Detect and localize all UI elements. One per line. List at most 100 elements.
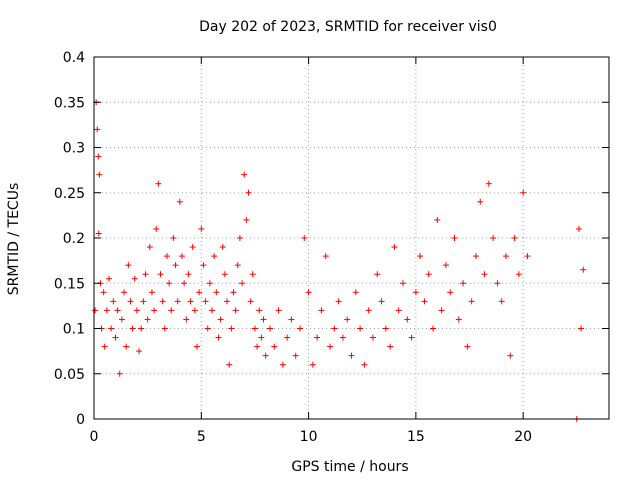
data-point: [490, 235, 497, 241]
data-point: [92, 307, 99, 314]
data-point: [335, 298, 342, 305]
data-point: [243, 216, 250, 223]
data-point: [438, 307, 445, 314]
data-point: [258, 334, 265, 341]
data-point: [213, 289, 220, 296]
data-point: [271, 343, 278, 350]
data-point: [131, 275, 138, 282]
data-point: [520, 189, 527, 196]
data-point: [101, 343, 108, 350]
data-point: [485, 180, 492, 187]
data-point: [378, 298, 385, 305]
data-point: [442, 262, 449, 269]
data-point: [318, 307, 325, 314]
data-point: [157, 271, 164, 278]
data-point: [183, 316, 190, 323]
data-point: [421, 298, 428, 305]
data-point: [580, 266, 587, 273]
data-point: [339, 334, 346, 341]
data-point: [434, 216, 441, 223]
data-point: [251, 325, 258, 332]
data-point: [279, 361, 286, 368]
data-point: [219, 244, 226, 251]
data-point: [230, 289, 237, 296]
data-point: [159, 298, 166, 305]
data-point: [129, 325, 136, 332]
data-point: [292, 352, 299, 359]
data-point: [239, 280, 246, 287]
data-point: [481, 271, 488, 278]
data-point: [103, 307, 110, 314]
data-point: [245, 189, 252, 196]
x-tick-label: 5: [197, 429, 206, 445]
data-point: [155, 180, 162, 187]
data-point: [249, 271, 256, 278]
data-point: [284, 334, 291, 341]
data-point: [256, 307, 263, 314]
data-point: [425, 271, 432, 278]
data-point: [96, 171, 103, 178]
data-point: [198, 225, 205, 232]
data-point: [382, 325, 389, 332]
data-point: [361, 361, 368, 368]
data-point: [288, 316, 295, 323]
data-point: [460, 280, 467, 287]
y-tick-label: 0: [76, 412, 85, 428]
data-point: [114, 307, 121, 314]
data-point: [121, 289, 128, 296]
data-point: [187, 298, 194, 305]
data-point: [348, 352, 355, 359]
x-tick-label: 20: [514, 429, 532, 445]
data-point: [417, 253, 424, 260]
data-point: [365, 307, 372, 314]
data-point: [112, 334, 119, 341]
data-point: [116, 370, 123, 377]
data-point: [511, 235, 518, 241]
grid-layer: [94, 57, 609, 419]
y-tick-label: 0.25: [54, 186, 85, 202]
data-point: [209, 307, 216, 314]
data-point: [468, 298, 475, 305]
data-point: [95, 230, 102, 237]
data-point: [275, 307, 282, 314]
data-point: [106, 275, 113, 282]
data-point: [125, 262, 132, 269]
data-point: [322, 253, 329, 260]
data-point: [100, 289, 107, 296]
data-point: [352, 289, 359, 296]
data-point: [189, 244, 196, 251]
data-point: [206, 280, 213, 287]
data-point: [494, 280, 501, 287]
data-point: [314, 334, 321, 341]
data-point: [194, 343, 200, 350]
chart-title: Day 202 of 2023, SRMTID for receiver vis…: [199, 19, 497, 35]
data-point: [215, 334, 222, 341]
data-point: [262, 352, 269, 359]
data-point: [221, 271, 228, 278]
y-tick-label: 0.15: [54, 276, 85, 292]
data-point: [524, 253, 531, 260]
data-point: [148, 289, 155, 296]
data-point: [241, 171, 248, 178]
data-point: [374, 271, 381, 278]
data-point: [196, 289, 203, 296]
data-point: [247, 298, 254, 305]
data-point: [498, 298, 505, 305]
data-point: [391, 244, 398, 251]
data-point: [118, 316, 125, 323]
data-point: [395, 307, 402, 314]
data-point: [464, 343, 471, 350]
data-point: [254, 343, 261, 350]
data-point: [211, 253, 218, 260]
data-point: [309, 361, 316, 368]
data-point: [151, 307, 158, 314]
data-point: [200, 262, 207, 269]
data-point: [232, 307, 239, 314]
data-point: [136, 348, 143, 355]
data-point: [178, 253, 185, 260]
data-point: [451, 235, 458, 241]
x-tick-label: 0: [90, 429, 99, 445]
data-point: [578, 325, 585, 332]
data-point: [472, 253, 479, 260]
